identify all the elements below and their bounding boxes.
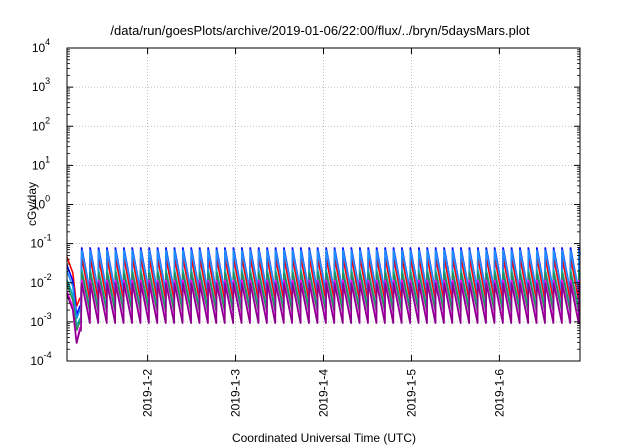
x-axis: 2019-1-2 2019-1-3 2019-1-4 2019-1-5 2019-1-6 bbox=[141, 48, 506, 417]
x-tick-label: 2019-1-2 bbox=[141, 369, 155, 417]
y-tick-label: 101 bbox=[32, 154, 50, 172]
x-tick-label: 2019-1-5 bbox=[404, 369, 418, 417]
y-tick-label: 104 bbox=[32, 37, 50, 55]
y-tick-label: 103 bbox=[32, 76, 50, 94]
y-tick-label: 10-4 bbox=[30, 350, 51, 368]
series-line-6 bbox=[66, 282, 581, 344]
gridlines bbox=[67, 48, 580, 361]
chart-title: /data/run/goesPlots/archive/2019-01-06/2… bbox=[110, 23, 530, 38]
x-tick-label: 2019-1-6 bbox=[492, 369, 506, 417]
series-lines bbox=[66, 247, 581, 344]
y-tick-label: 10-3 bbox=[30, 311, 51, 329]
y-tick-label: 10-2 bbox=[30, 272, 51, 290]
y-tick-label: 102 bbox=[32, 115, 50, 133]
y-axis: 10-4 10-3 10-2 10-1 100 101 102 103 104 bbox=[30, 37, 580, 368]
y-axis-label: cGy/day bbox=[25, 182, 39, 226]
y-tick-label: 100 bbox=[32, 194, 50, 212]
x-axis-label: Coordinated Universal Time (UTC) bbox=[232, 431, 416, 445]
y-tick-label: 10-1 bbox=[30, 233, 51, 251]
x-tick-label: 2019-1-4 bbox=[317, 369, 331, 417]
x-tick-label: 2019-1-3 bbox=[229, 369, 243, 417]
